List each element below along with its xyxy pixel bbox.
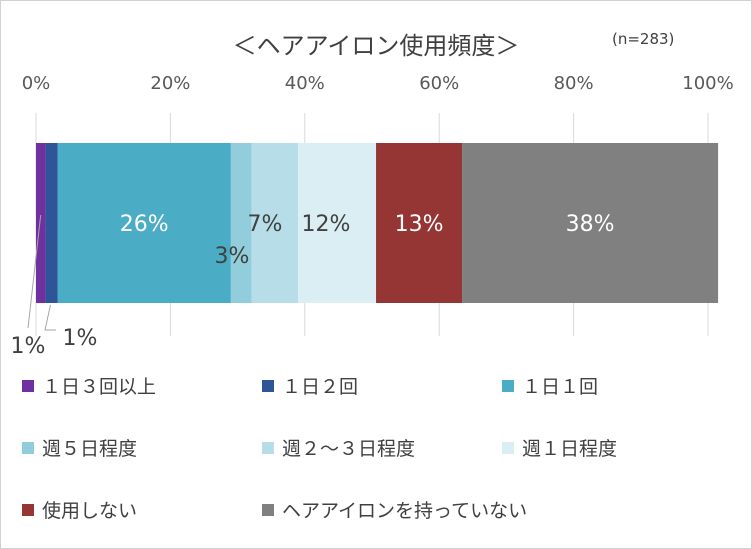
bar-segment	[251, 143, 299, 303]
legend-label: １日２回	[282, 376, 359, 398]
data-label: 13%	[395, 212, 444, 237]
bar-segment	[45, 143, 58, 303]
legend-label: 週１日程度	[522, 438, 618, 460]
x-tick-label: 0%	[22, 73, 51, 94]
legend-label: １日１回	[522, 376, 599, 398]
bar-segment	[298, 143, 377, 303]
legend-item: １日２回	[262, 372, 358, 399]
x-tick-label: 40%	[285, 73, 325, 94]
bar-segment	[462, 143, 719, 303]
legend-label: ヘアアイロンを持っていない	[282, 500, 528, 522]
data-label: 38%	[566, 212, 615, 237]
legend-swatch	[22, 379, 34, 392]
legend-swatch	[22, 441, 34, 454]
legend-item: 週５日程度	[22, 434, 137, 461]
leader-line	[44, 304, 56, 331]
data-label: 3%	[215, 244, 250, 269]
legend-item: １日１回	[502, 372, 598, 399]
x-tick-label: 60%	[419, 73, 459, 94]
legend-item: １日３回以上	[22, 372, 156, 399]
legend-swatch	[262, 379, 274, 392]
legend-label: １日３回以上	[42, 376, 157, 398]
x-tick-label: 80%	[554, 73, 594, 94]
data-label: 1%	[11, 334, 46, 359]
bar-segment	[376, 143, 463, 303]
x-tick-label: 20%	[150, 73, 190, 94]
legend-item: 週２～３日程度	[262, 434, 415, 461]
legend-swatch	[262, 503, 274, 516]
legend-swatch	[22, 503, 34, 516]
data-label: 7%	[248, 212, 283, 237]
legend-item: 使用しない	[22, 496, 137, 523]
legend-swatch	[502, 379, 514, 392]
leader-line	[27, 214, 42, 329]
legend-label: 週２～３日程度	[282, 438, 416, 460]
legend-swatch	[262, 441, 274, 454]
chart-title: ＜ヘアアイロン使用頻度＞	[232, 32, 520, 60]
legend-item: ヘアアイロンを持っていない	[262, 496, 527, 523]
bar-segment	[36, 143, 46, 303]
bar-segment	[230, 143, 252, 303]
data-label: 1%	[63, 326, 98, 351]
data-label: 12%	[302, 212, 351, 237]
sample-size: (n=283)	[612, 30, 675, 48]
data-label: 26%	[120, 212, 169, 237]
legend-label: 週５日程度	[42, 438, 138, 460]
legend-item: 週１日程度	[502, 434, 617, 461]
x-tick-label: 100%	[682, 73, 733, 94]
legend-label: 使用しない	[42, 500, 138, 522]
bar-segment	[57, 143, 231, 303]
legend-swatch	[502, 441, 514, 454]
